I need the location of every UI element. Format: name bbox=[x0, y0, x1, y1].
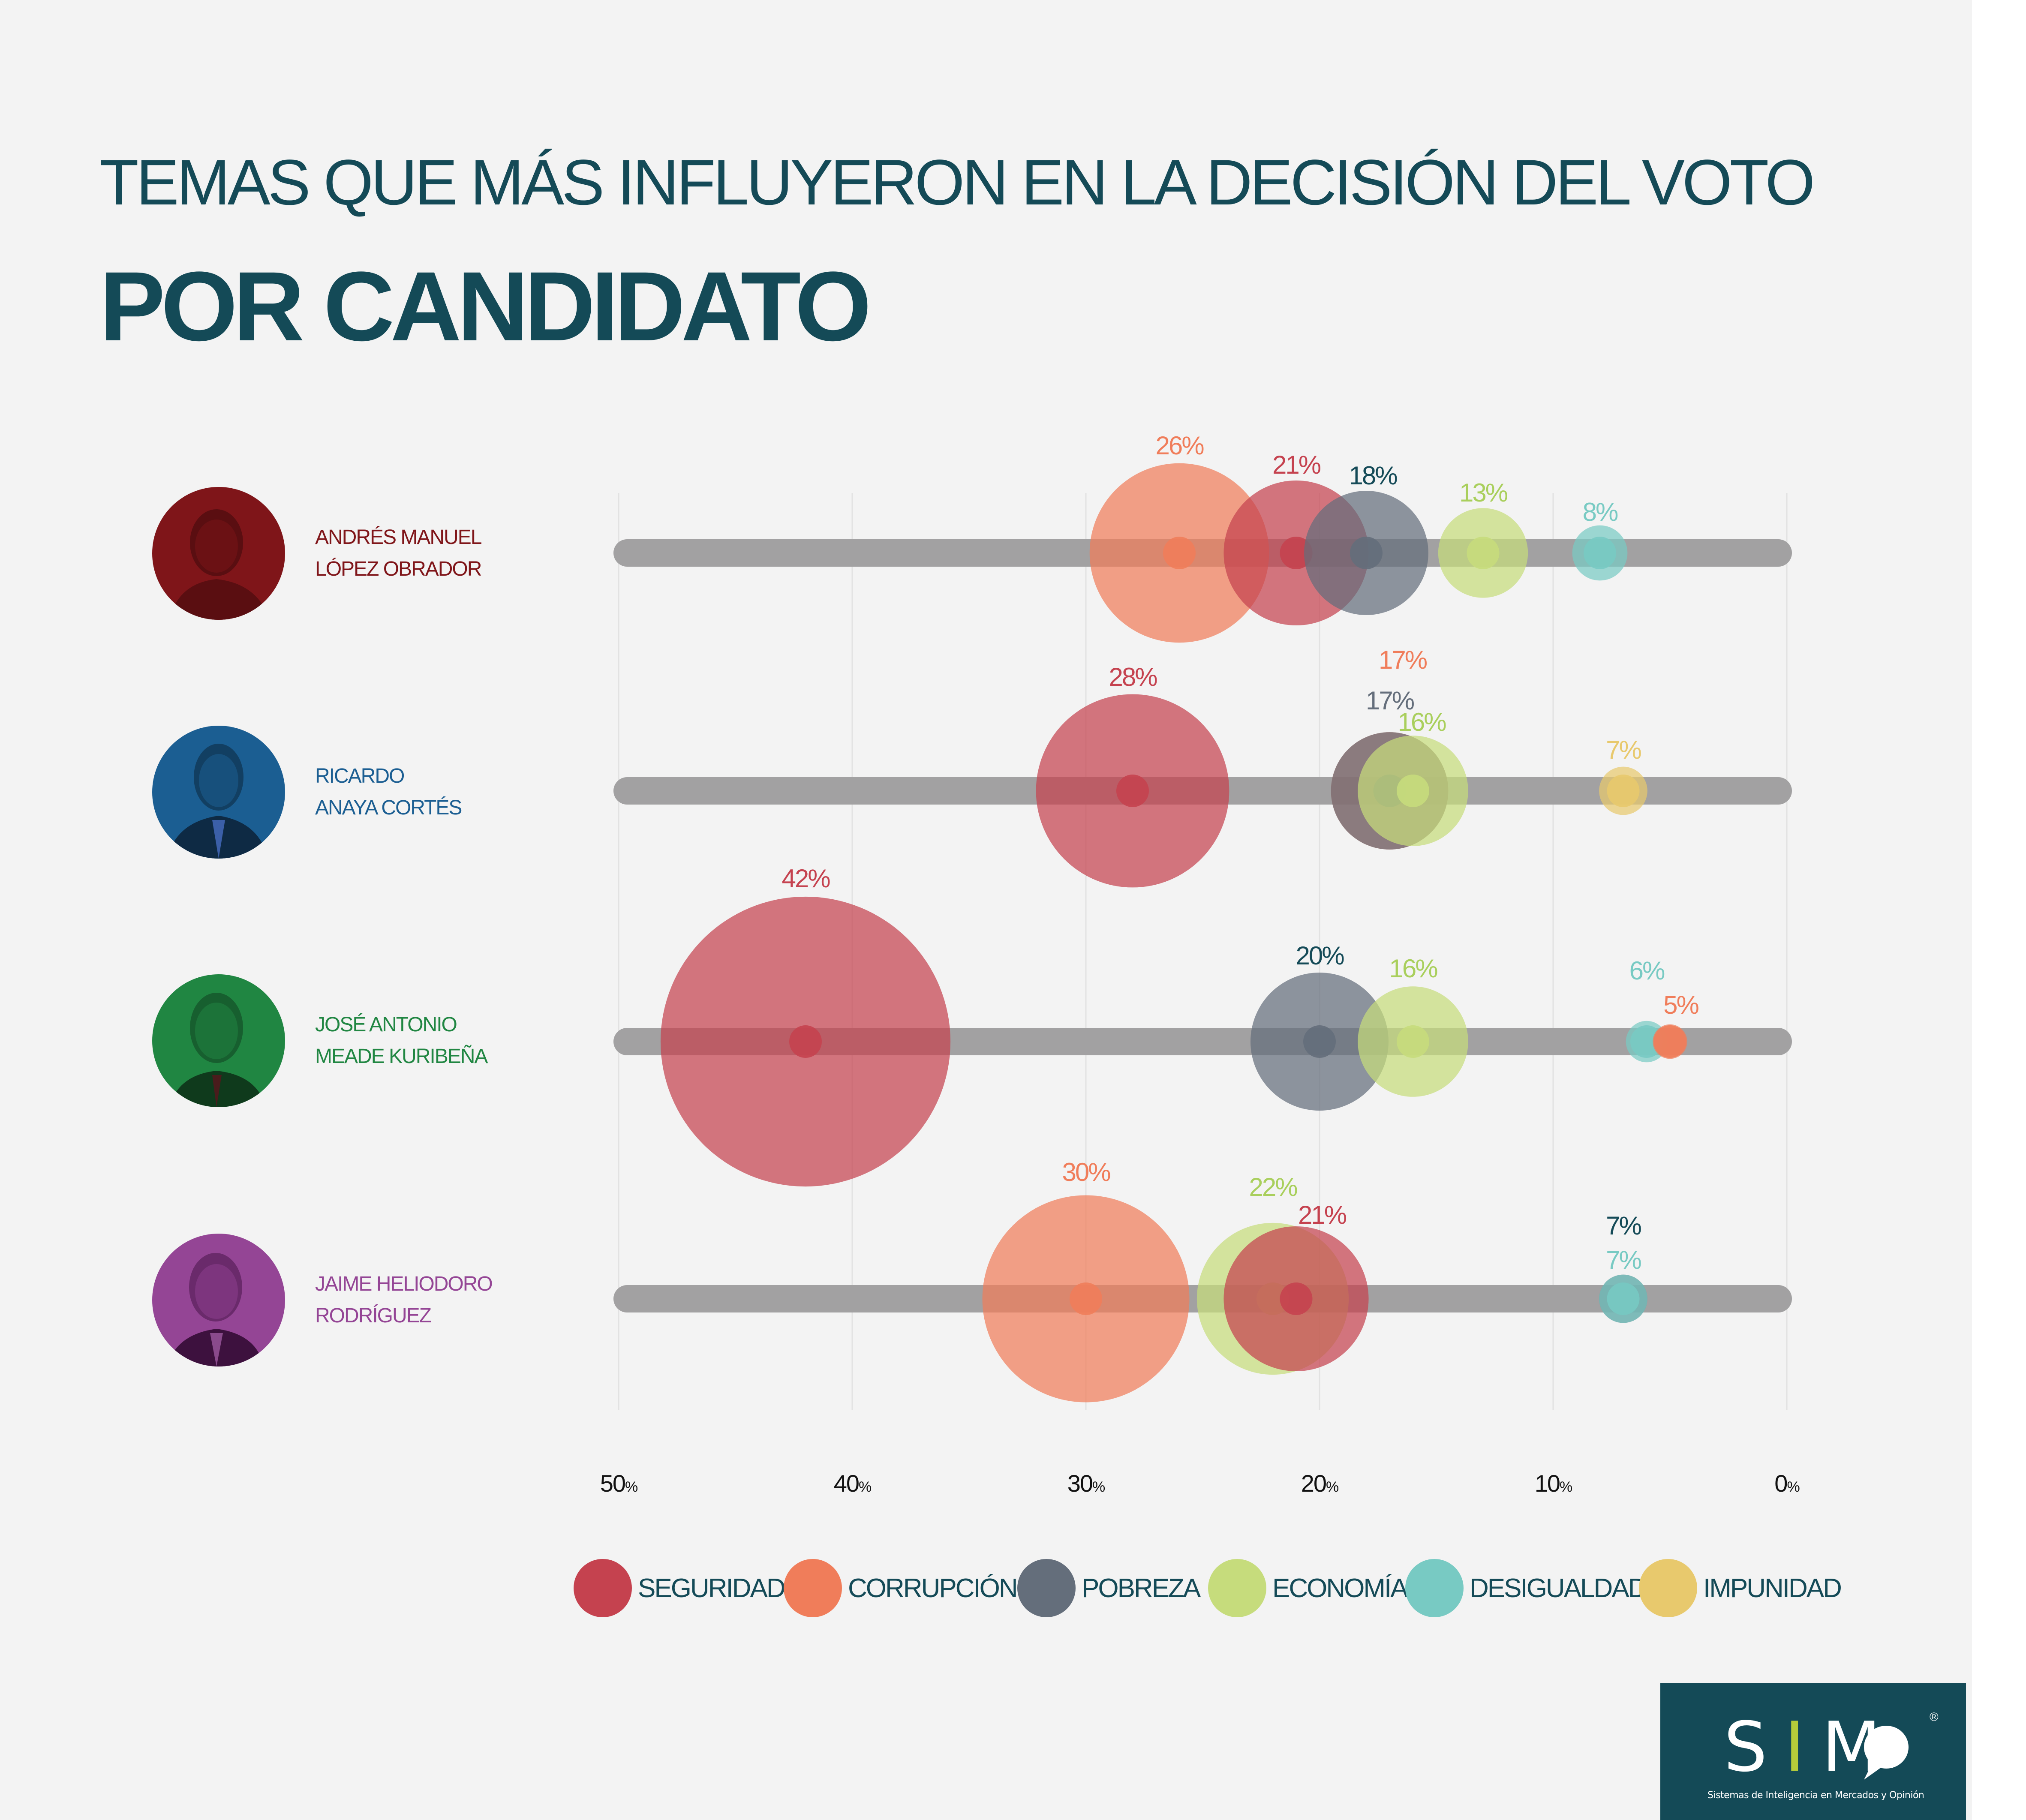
title-line-1: TEMAS QUE MÁS INFLUYERON EN LA DECISIÓN … bbox=[99, 146, 1815, 218]
candidate-name: ANDRÉS MANUEL LÓPEZ OBRADOR bbox=[315, 522, 482, 585]
x-tick-label: 30% bbox=[1067, 1470, 1105, 1497]
value-label: 8% bbox=[1583, 498, 1618, 526]
bubble-core-desigualdad bbox=[1607, 1282, 1640, 1315]
legend-swatch-icon bbox=[784, 1559, 842, 1617]
simo-logo: SIM ® Sistemas de Inteligencia en Mercad… bbox=[1660, 1683, 1966, 1820]
x-tick-label: 20% bbox=[1301, 1470, 1339, 1497]
value-label: 17% bbox=[1366, 686, 1414, 715]
bubble-core-corrupción bbox=[1070, 1282, 1102, 1315]
legend: SEGURIDAD CORRUPCIÓN POBREZA ECONOMÍA DE… bbox=[574, 1558, 1903, 1618]
portrait-icon bbox=[152, 487, 285, 620]
portrait-icon bbox=[152, 974, 285, 1107]
bubble-core-corrupción bbox=[1163, 537, 1196, 569]
candidate-bronco: JAIME HELIODORO RODRÍGUEZ bbox=[152, 1234, 538, 1367]
candidate-name-line2: LÓPEZ OBRADOR bbox=[315, 558, 482, 580]
legend-label: IMPUNIDAD bbox=[1703, 1573, 1842, 1603]
bubble-core-seguridad bbox=[1280, 1282, 1313, 1315]
x-tick-label: 0% bbox=[1774, 1470, 1800, 1497]
x-tick-label: 40% bbox=[834, 1470, 872, 1497]
page-margin bbox=[1972, 0, 2026, 1820]
value-label: 18% bbox=[1349, 461, 1397, 490]
legend-swatch-icon bbox=[1639, 1559, 1697, 1617]
legend-swatch-icon bbox=[574, 1559, 632, 1617]
logo-subtitle: Sistemas de Inteligencia en Mercados y O… bbox=[1707, 1790, 1924, 1801]
x-tick-label: 50% bbox=[600, 1470, 638, 1497]
candidate-amlo: ANDRÉS MANUEL LÓPEZ OBRADOR bbox=[152, 487, 538, 620]
legend-label: POBREZA bbox=[1082, 1573, 1201, 1603]
value-label: 5% bbox=[1663, 991, 1698, 1019]
bubble-core-seguridad bbox=[789, 1025, 822, 1058]
value-label: 6% bbox=[1629, 956, 1665, 985]
legend-label: ECONOMÍA bbox=[1272, 1573, 1408, 1603]
portrait-icon bbox=[152, 726, 285, 859]
legend-swatch-icon bbox=[1017, 1559, 1076, 1617]
legend-label: CORRUPCIÓN bbox=[848, 1573, 1018, 1603]
registered-mark: ® bbox=[1930, 1710, 1939, 1724]
bubble-core-corrupción bbox=[1653, 1025, 1686, 1058]
bubble-core-pobreza bbox=[1350, 537, 1383, 569]
legend-item-impunidad: IMPUNIDAD bbox=[1639, 1558, 1842, 1618]
value-label: 13% bbox=[1459, 478, 1508, 507]
logo-letter-i: I bbox=[1784, 1707, 1822, 1787]
value-label: 7% bbox=[1606, 1211, 1641, 1240]
bubble-core-economía bbox=[1397, 1025, 1429, 1058]
title-line-2: POR CANDIDATO bbox=[99, 251, 872, 361]
value-label: 20% bbox=[1296, 941, 1344, 970]
x-tick-label: 10% bbox=[1535, 1470, 1572, 1497]
legend-label: DESIGUALDAD bbox=[1470, 1573, 1647, 1603]
candidate-name-line1: RICARDO bbox=[315, 765, 405, 787]
candidate-name-line1: ANDRÉS MANUEL bbox=[315, 526, 482, 549]
legend-item-desigualdad: DESIGUALDAD bbox=[1405, 1558, 1647, 1618]
value-label: 16% bbox=[1389, 954, 1437, 983]
candidate-name-line1: JOSÉ ANTONIO bbox=[315, 1013, 457, 1036]
candidate-name-line2: ANAYA CORTÉS bbox=[315, 796, 462, 819]
bubble-core-seguridad bbox=[1116, 775, 1149, 807]
candidate-name-line2: RODRÍGUEZ bbox=[315, 1304, 432, 1327]
value-label: 28% bbox=[1109, 663, 1157, 691]
legend-item-corrupcion: CORRUPCIÓN bbox=[784, 1558, 1018, 1618]
candidate-anaya: RICARDO ANAYA CORTÉS bbox=[152, 726, 538, 859]
speech-bubble-icon bbox=[1864, 1726, 1909, 1780]
candidate-name-line2: MEADE KURIBEÑA bbox=[315, 1045, 488, 1068]
candidate-name: RICARDO ANAYA CORTÉS bbox=[315, 760, 462, 824]
value-label: 26% bbox=[1155, 431, 1204, 460]
bubble-chart: 50% 40% 30% 20% 10% 0% 26% 21% 18% 13% 8% 28% 17% 17%… bbox=[600, 431, 1801, 1497]
candidate-meade: JOSÉ ANTONIO MEADE KURIBEÑA bbox=[152, 974, 538, 1107]
candidate-name-line1: JAIME HELIODORO bbox=[315, 1273, 493, 1295]
candidate-name: JOSÉ ANTONIO MEADE KURIBEÑA bbox=[315, 1009, 488, 1072]
value-label: 42% bbox=[782, 864, 830, 893]
bubble-core-seguridad bbox=[1280, 537, 1313, 569]
legend-item-economia: ECONOMÍA bbox=[1208, 1558, 1408, 1618]
candidate-name: JAIME HELIODORO RODRÍGUEZ bbox=[315, 1268, 493, 1332]
bubble-core-desigualdad bbox=[1630, 1025, 1663, 1058]
value-label: 16% bbox=[1398, 708, 1446, 736]
value-label: 17% bbox=[1379, 646, 1427, 674]
value-label: 7% bbox=[1606, 1246, 1641, 1274]
legend-item-seguridad: SEGURIDAD bbox=[574, 1558, 786, 1618]
bubble-core-impunidad bbox=[1607, 775, 1640, 807]
legend-swatch-icon bbox=[1208, 1559, 1266, 1617]
bubble-core-desigualdad bbox=[1584, 537, 1616, 569]
value-label: 30% bbox=[1062, 1158, 1110, 1186]
value-label: 22% bbox=[1249, 1173, 1297, 1201]
legend-label: SEGURIDAD bbox=[638, 1573, 786, 1603]
logo-letter-s: S bbox=[1724, 1707, 1785, 1787]
legend-item-pobreza: POBREZA bbox=[1017, 1558, 1201, 1618]
infographic-canvas: TEMAS QUE MÁS INFLUYERON EN LA DECISIÓN … bbox=[0, 0, 1972, 1820]
portrait-icon bbox=[152, 1234, 285, 1367]
bubble-core-economía bbox=[1397, 775, 1429, 807]
bubble-core-economía bbox=[1467, 537, 1500, 569]
value-label: 21% bbox=[1272, 450, 1321, 479]
value-label: 21% bbox=[1298, 1201, 1347, 1229]
legend-swatch-icon bbox=[1405, 1559, 1464, 1617]
bubble-core-pobreza bbox=[1303, 1025, 1336, 1058]
value-label: 7% bbox=[1606, 736, 1641, 764]
